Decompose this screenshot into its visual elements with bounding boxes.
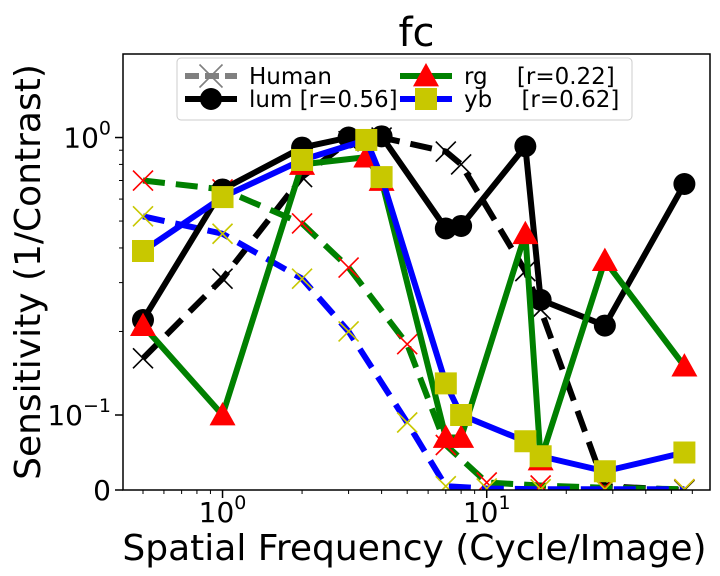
data-point-human-yb-1 xyxy=(211,223,234,245)
data-point-yb-r-0-62-1 xyxy=(211,186,234,209)
data-point-yb-r-0-62-6 xyxy=(450,404,473,426)
data-point-human-yb-5 xyxy=(435,475,457,490)
plot-area xyxy=(130,125,698,490)
y-tick-label-1: 10−1 xyxy=(47,395,111,432)
data-point-human-lum-1 xyxy=(211,268,234,290)
data-point-yb-r-0-62-5 xyxy=(434,372,457,395)
legend-label-0: Human xyxy=(249,64,332,90)
chart-title: fc xyxy=(398,10,434,56)
data-point-lum-r-0-56-10 xyxy=(673,173,696,196)
x-tick-label-0: 100 xyxy=(199,492,247,529)
data-point-yb-r-0-62-0 xyxy=(132,239,155,262)
legend-marker-3 xyxy=(415,88,437,110)
data-point-yb-r-0-62-10 xyxy=(673,441,696,464)
legend-marker-2 xyxy=(413,63,439,87)
data-point-human-rg-4 xyxy=(396,333,418,355)
data-point-human-lum-0 xyxy=(132,347,154,369)
data-point-human-yb-2 xyxy=(291,268,313,290)
legend-marker-0 xyxy=(198,63,224,89)
legend-marker-1 xyxy=(200,88,222,110)
data-point-lum-r-0-56-8 xyxy=(529,288,552,311)
data-point-rg-r-0-22-6 xyxy=(448,424,475,448)
legend-label-1: lum [r=0.56] xyxy=(249,87,398,113)
axis-ticks: 100 101 0 10−1 100 xyxy=(47,118,693,529)
data-point-human-rg-7 xyxy=(530,474,552,490)
data-point-human-yb-6 xyxy=(476,477,498,490)
data-point-lum-r-0-56-7 xyxy=(514,135,537,158)
series-human-yb xyxy=(132,205,695,490)
legend-entry-3: yb [r=0.62] xyxy=(400,87,619,113)
legend-label-3: yb [r=0.62] xyxy=(464,87,619,113)
data-point-human-rg-3 xyxy=(338,256,360,279)
x-tick-label-1: 101 xyxy=(463,492,511,529)
y-tick-label-2: 100 xyxy=(63,118,111,155)
data-point-human-lum-5 xyxy=(435,141,457,163)
data-point-yb-r-0-62-2 xyxy=(291,148,314,171)
legend-entry-2: rg [r=0.22] xyxy=(400,63,615,90)
y-axis-label: Sensitivity (1/Contrast) xyxy=(8,64,49,480)
legend-box xyxy=(176,57,633,121)
data-point-human-yb-4 xyxy=(396,411,418,434)
data-point-yb-r-0-62-8 xyxy=(529,445,552,468)
series-line-human-rg xyxy=(142,177,685,490)
data-point-human-rg-2 xyxy=(291,212,313,235)
data-point-yb-r-0-62-4 xyxy=(370,166,393,189)
legend-label-2: rg [r=0.22] xyxy=(464,64,615,90)
series-yb-r-0-62 xyxy=(132,128,696,483)
data-point-yb-r-0-62-3 xyxy=(355,128,378,151)
data-point-human-yb-3 xyxy=(338,320,360,343)
plot-frame xyxy=(122,53,711,491)
data-point-human-lum-6 xyxy=(450,153,472,175)
data-point-human-rg-0 xyxy=(132,169,154,192)
y-tick-label-0: 0 xyxy=(93,474,111,507)
data-point-yb-r-0-62-9 xyxy=(593,460,616,483)
data-point-rg-r-0-22-0 xyxy=(130,312,157,336)
data-point-lum-r-0-56-6 xyxy=(450,214,473,237)
legend-entry-1: lum [r=0.56] xyxy=(185,87,398,113)
data-point-lum-r-0-56-9 xyxy=(593,314,616,337)
data-point-rg-r-0-22-10 xyxy=(671,353,698,377)
x-axis-label: Spatial Frequency (Cycle/Image) xyxy=(122,528,706,569)
data-point-rg-r-0-22-7 xyxy=(512,220,539,245)
data-point-human-yb-0 xyxy=(132,205,154,227)
legend-entry-0: Human xyxy=(185,63,332,90)
data-point-rg-r-0-22-1 xyxy=(209,402,236,426)
data-point-rg-r-0-22-9 xyxy=(591,247,618,272)
